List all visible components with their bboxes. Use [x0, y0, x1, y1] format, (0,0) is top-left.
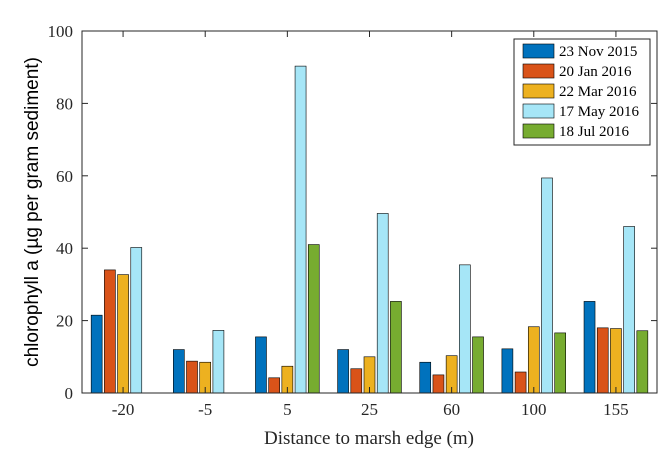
bar-3-2	[294, 65, 307, 394]
bar-0-6	[583, 301, 596, 394]
bar-0-5	[501, 348, 514, 394]
bar-0-3	[337, 349, 349, 394]
bar-3-5	[541, 177, 553, 394]
legend-swatch-0	[522, 43, 555, 59]
bar-4-6	[636, 330, 649, 394]
bar-3-4	[459, 264, 471, 394]
x-axis-title: Distance to marsh edge (m)	[264, 428, 474, 449]
bar-1-6	[596, 327, 609, 394]
bar-0-1	[173, 349, 185, 394]
bar-2-6	[610, 328, 622, 394]
x-tick-label-0: -20	[112, 400, 135, 419]
bar-1-1	[186, 360, 198, 394]
legend-label-2: 22 Mar 2016	[559, 84, 637, 100]
bar-4-2	[307, 244, 320, 394]
legend-swatch-2	[522, 83, 555, 99]
bar-2-0	[117, 274, 129, 394]
x-tick-label-4: 60	[443, 400, 460, 419]
x-tick-label-3: 25	[361, 400, 378, 419]
y-tick-label-5: 100	[48, 22, 74, 41]
x-tick-label-5: 100	[521, 400, 547, 419]
y-axis-title: chlorophyll a (µg per gram sediment)	[22, 57, 43, 367]
y-tick-label-0: 0	[65, 384, 74, 403]
bars-layer	[90, 65, 649, 394]
legend-swatch-3	[522, 103, 555, 119]
legend-swatch-4	[522, 123, 555, 139]
bar-1-0	[104, 269, 116, 394]
bar-3-0	[130, 247, 143, 394]
y-tick-label-4: 80	[56, 94, 73, 113]
legend-label-4: 18 Jul 2016	[559, 124, 630, 140]
legend-label-0: 23 Nov 2015	[559, 44, 637, 60]
bar-0-4	[419, 361, 432, 394]
legend-label-1: 20 Jan 2016	[559, 64, 632, 80]
legend: 23 Nov 2015 20 Jan 2016 22 Mar 2016 17 May …	[513, 38, 651, 146]
axes-layer: 0 20 40 60 80 100 -20 -5 5 25 60 100 155	[48, 22, 658, 419]
x-tick-label-1: -5	[198, 400, 212, 419]
bar-4-4	[472, 336, 484, 394]
bar-4-5	[554, 332, 566, 394]
bar-0-0	[90, 314, 103, 394]
bar-1-5	[514, 371, 527, 394]
bar-0-2	[255, 336, 267, 394]
bar-1-3	[350, 368, 363, 394]
bar-1-4	[432, 374, 445, 394]
legend-swatch-1	[522, 63, 555, 79]
bar-3-6	[623, 226, 635, 394]
bar-3-3	[376, 213, 389, 394]
bar-1-2	[268, 377, 280, 394]
legend-label-3: 17 May 2016	[559, 104, 639, 120]
bar-3-1	[212, 330, 225, 394]
y-tick-label-3: 60	[56, 167, 73, 186]
x-tick-label-6: 155	[603, 400, 629, 419]
bar-4-3	[390, 301, 402, 394]
y-tick-label-2: 40	[56, 239, 73, 258]
y-tick-label-1: 20	[56, 312, 73, 331]
bar-2-5	[527, 326, 540, 394]
x-tick-label-2: 5	[283, 400, 292, 419]
